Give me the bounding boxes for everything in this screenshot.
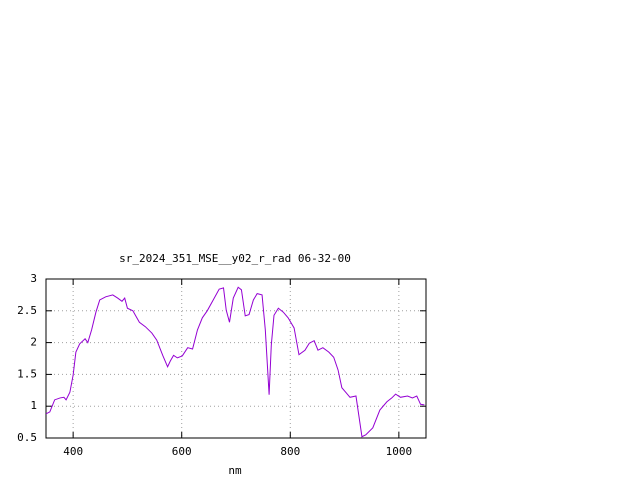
y-tick-label: 3 [30,272,37,285]
x-tick-label: 400 [63,445,83,458]
y-tick-label: 1.5 [17,367,37,380]
x-tick-label: 800 [280,445,300,458]
data-line [45,286,425,438]
y-tick-label: 0.5 [17,431,37,444]
x-axis-label: nm [228,464,242,477]
y-tick-label: 2.5 [17,304,37,317]
plot-frame [45,278,427,439]
x-tick-label: 1000 [386,445,413,458]
chart-title: sr_2024_351_MSE__y02_r_rad 06-32-00 [119,252,351,265]
y-tick-label: 1 [30,399,37,412]
x-tick-label: 600 [172,445,192,458]
y-tick-label: 2 [30,336,37,349]
